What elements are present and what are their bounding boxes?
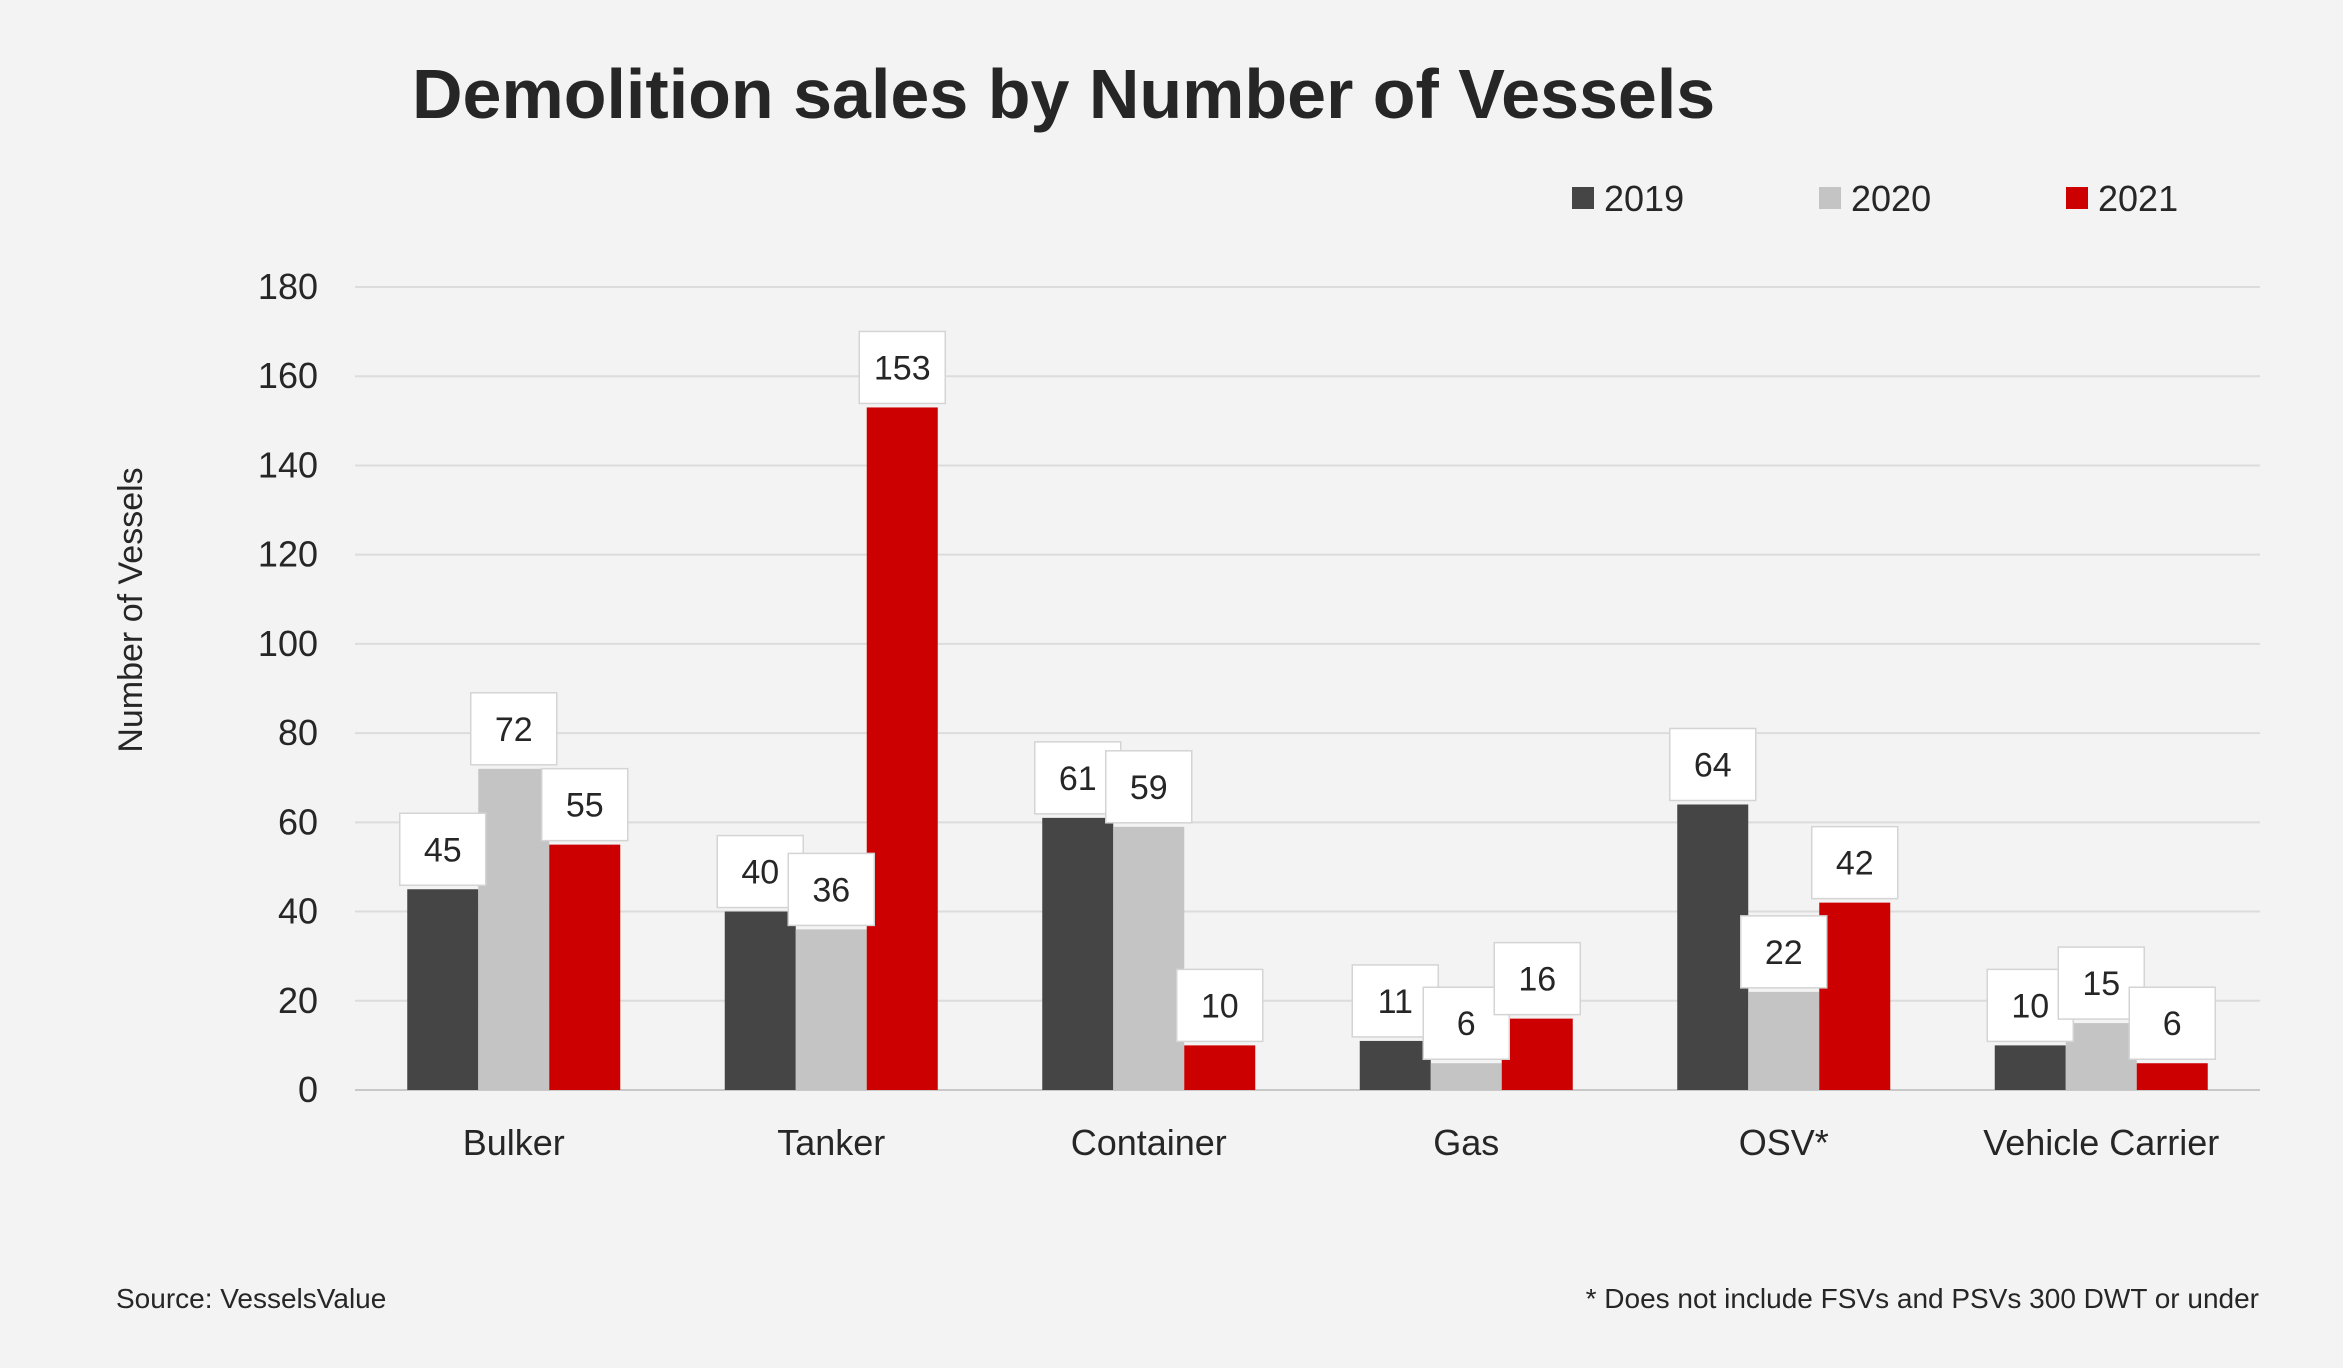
bar-2019-5 (1994, 1045, 2066, 1090)
chart-title: Demolition sales by Number of Vessels (412, 55, 1715, 133)
legend-label: 2021 (2098, 178, 2178, 219)
y-tick-label: 180 (258, 266, 318, 307)
data-label-text: 10 (1201, 987, 1239, 1025)
data-label-box (787, 852, 875, 927)
data-label-2019-0: 45 (399, 812, 487, 886)
data-label-2020-2: 59 (1105, 750, 1193, 824)
x-category-label: Gas (1433, 1122, 1499, 1163)
legend-item-2020: 2020 (1819, 178, 1931, 219)
bar-2020-3 (1430, 1063, 1502, 1090)
bar-2019-3 (1359, 1040, 1431, 1090)
bar-2021-4 (1819, 902, 1891, 1090)
data-label-box (1740, 915, 1828, 989)
data-label-2021-1: 153 (858, 330, 946, 405)
data-label-text: 6 (1457, 1005, 1476, 1043)
legend-label: 2019 (1604, 178, 1684, 219)
y-tick-label: 20 (278, 980, 318, 1021)
data-label-2020-4: 22 (1740, 915, 1828, 989)
bar-2019-1 (724, 911, 796, 1090)
bar-2020-0 (478, 768, 550, 1090)
data-label-text: 59 (1130, 769, 1168, 807)
data-label-text: 61 (1059, 760, 1097, 798)
legend-label: 2020 (1851, 178, 1931, 219)
data-label-2021-3: 16 (1493, 941, 1581, 1016)
bar-2020-2 (1113, 826, 1185, 1090)
x-category-label: Container (1071, 1122, 1227, 1163)
data-label-text: 42 (1836, 845, 1874, 883)
x-category-label: Tanker (777, 1122, 885, 1163)
data-label-text: 55 (566, 787, 604, 825)
data-label-text: 6 (2163, 1005, 2182, 1043)
data-label-text: 15 (2082, 965, 2120, 1003)
legend-swatch (1819, 187, 1841, 209)
y-axis-ticks: 0 20 40 60 80 100 120 140 160 180 (258, 266, 318, 1110)
data-label-2021-5: 6 (2128, 986, 2216, 1060)
data-label-box (399, 812, 487, 886)
y-tick-label: 140 (258, 444, 318, 485)
legend-swatch (1572, 187, 1594, 209)
y-tick-label: 160 (258, 355, 318, 396)
bar-2020-4 (1748, 991, 1820, 1090)
data-label-box (2128, 986, 2216, 1060)
data-label-box (1176, 968, 1264, 1043)
legend-item-2021: 2021 (2066, 178, 2178, 219)
data-label-text: 40 (741, 854, 779, 892)
y-tick-label: 40 (278, 891, 318, 932)
data-label-2019-4: 64 (1669, 727, 1757, 802)
footnote: * Does not include FSVs and PSVs 300 DWT… (1586, 1283, 2259, 1314)
bar-2021-3 (1501, 1018, 1573, 1090)
x-axis-categories: Bulker Tanker Container Gas OSV* Vehicle Carr… (463, 1122, 2220, 1163)
bar-2019-4 (1677, 804, 1749, 1090)
y-tick-label: 0 (298, 1069, 318, 1110)
x-category-label: Bulker (463, 1122, 565, 1163)
data-label-box (1669, 727, 1757, 802)
data-label-box (1493, 941, 1581, 1016)
data-label-box (541, 767, 629, 842)
data-label-2020-1: 36 (787, 852, 875, 927)
bar-2020-5 (2065, 1023, 2137, 1090)
data-label-2021-0: 55 (541, 767, 629, 842)
x-category-label: Vehicle Carrier (1983, 1122, 2219, 1163)
y-tick-label: 100 (258, 623, 318, 664)
source-note: Source: VesselsValue (116, 1283, 386, 1314)
data-label-text: 22 (1765, 934, 1803, 972)
bar-2021-5 (2136, 1063, 2208, 1090)
data-label-text: 11 (1378, 983, 1413, 1021)
bar-2021-0 (549, 844, 621, 1090)
data-label-2021-2: 10 (1176, 968, 1264, 1043)
bar-2021-2 (1184, 1045, 1256, 1090)
data-label-2020-0: 72 (470, 692, 558, 766)
data-label-2021-4: 42 (1811, 825, 1899, 900)
data-label-box (858, 330, 946, 405)
legend: 2019 2020 2021 (1572, 178, 2178, 219)
bar-2019-2 (1042, 817, 1114, 1090)
data-label-text: 45 (424, 831, 462, 869)
data-label-box (1811, 825, 1899, 900)
bars (407, 407, 2208, 1090)
y-tick-label: 80 (278, 712, 318, 753)
legend-item-2019: 2019 (1572, 178, 1684, 219)
data-label-box (1105, 750, 1193, 824)
bar-2020-1 (795, 929, 867, 1090)
bar-2021-1 (866, 407, 938, 1090)
y-tick-label: 60 (278, 801, 318, 842)
data-labels: 45 72 55 40 36 153 61 59 10 11 6 16 64 22 42 10 15 6 (399, 330, 2216, 1060)
gridlines (355, 286, 2260, 1091)
data-label-text: 16 (1518, 961, 1556, 999)
legend-swatch (2066, 187, 2088, 209)
x-category-label: OSV* (1739, 1122, 1829, 1163)
data-label-text: 10 (2011, 987, 2049, 1025)
data-label-text: 64 (1694, 746, 1732, 784)
data-label-text: 153 (874, 349, 931, 387)
y-tick-label: 120 (258, 534, 318, 575)
data-label-text: 72 (495, 711, 533, 749)
bar-2019-0 (407, 889, 479, 1090)
data-label-text: 36 (812, 871, 850, 909)
y-axis-label: Number of Vessels (112, 467, 150, 752)
data-label-box (470, 692, 558, 766)
